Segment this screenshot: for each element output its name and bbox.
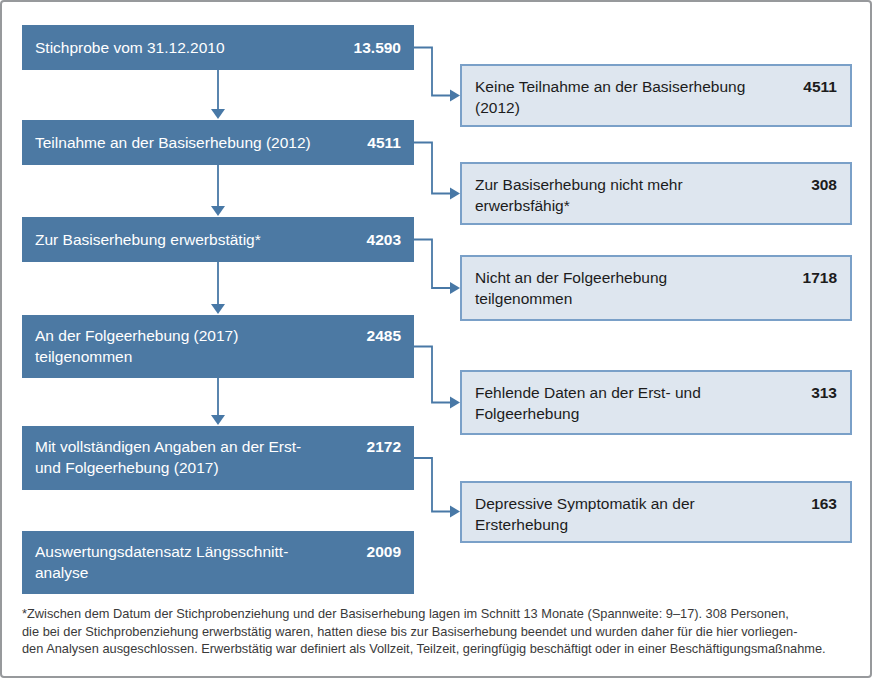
flow-diagram: Stichprobe vom 31.12.2010 13.590 Teilnah… [0,0,872,678]
right-arrowhead [450,397,460,409]
right-arrowhead [450,188,460,200]
down-arrowhead [211,109,225,119]
exclusion-count: 4511 [803,76,837,97]
down-arrowhead [211,304,225,314]
flow-step-box: Stichprobe vom 31.12.2010 13.590 [22,25,414,70]
exclusion-box: Zur Basiserhebung nicht mehr erwerbsfähi… [460,162,852,225]
right-arrowhead [450,282,460,294]
flow-step-box: Teilnahme an der Basiserhebung (2012) 45… [22,120,414,165]
right-arrowhead [450,506,460,518]
elbow-connector [414,48,450,96]
flow-step-count: 2009 [367,541,401,562]
down-arrowhead [211,206,225,216]
exclusion-label: Fehlende Daten an der Erst- und Folgeerh… [475,382,701,424]
flow-step-count: 13.590 [354,37,401,58]
exclusion-count: 308 [811,174,837,195]
exclusion-label: Zur Basiserhebung nicht mehr erwerbsfähi… [475,174,683,216]
flow-step-label: An der Folgeerhebung (2017) teilgenommen [35,325,238,367]
elbow-connector [414,347,450,403]
flow-step-label: Auswertungsdatensatz Längsschnitt- analy… [35,541,288,583]
exclusion-label: Keine Teilnahme an der Basiserhebung (20… [475,76,745,118]
flow-step-label: Mit vollständigen Angaben an der Erst- u… [35,436,301,478]
flow-step-box: Zur Basiserhebung erwerbstätig* 4203 [22,217,414,262]
elbow-connector [414,458,450,512]
flow-step-count: 4511 [367,132,401,153]
right-arrowhead [450,90,460,102]
flow-step-box: An der Folgeerhebung (2017) teilgenommen… [22,315,414,378]
exclusion-box: Fehlende Daten an der Erst- und Folgeerh… [460,370,852,435]
exclusion-count: 313 [811,382,837,403]
exclusion-box: Nicht an der Folgeerhebung teilgenommen … [460,255,852,321]
down-arrowhead [211,415,225,425]
flow-step-label: Teilnahme an der Basiserhebung (2012) [35,132,311,153]
flow-step-count: 4203 [367,229,401,250]
flow-step-box: Auswertungsdatensatz Längsschnitt- analy… [22,531,414,594]
elbow-connector [414,240,450,289]
exclusion-count: 163 [811,493,837,514]
flow-step-box: Mit vollständigen Angaben an der Erst- u… [22,426,414,490]
footnote: *Zwischen dem Datum der Stichprobenziehu… [22,605,856,658]
flow-step-label: Stichprobe vom 31.12.2010 [35,37,225,58]
exclusion-label: Depressive Symptomatik an der Ersterhebu… [475,493,695,535]
exclusion-label: Nicht an der Folgeerhebung teilgenommen [475,267,667,309]
exclusion-box: Keine Teilnahme an der Basiserhebung (20… [460,64,852,127]
exclusion-box: Depressive Symptomatik an der Ersterhebu… [460,481,852,543]
flow-step-count: 2485 [367,325,401,346]
flow-step-count: 2172 [367,436,401,457]
elbow-connector [414,143,450,194]
flow-step-label: Zur Basiserhebung erwerbstätig* [35,229,261,250]
exclusion-count: 1718 [803,267,837,288]
